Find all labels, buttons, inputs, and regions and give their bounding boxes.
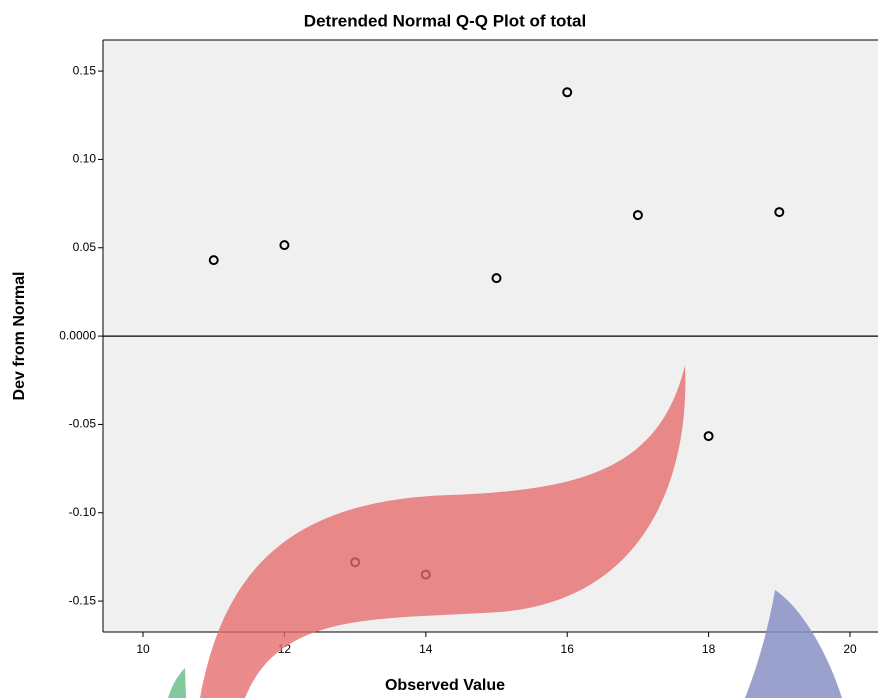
chart-title: Detrended Normal Q-Q Plot of total bbox=[304, 11, 586, 30]
x-tick-label: 16 bbox=[561, 642, 575, 656]
x-tick-label: 10 bbox=[136, 642, 150, 656]
y-tick-label: 0.0000 bbox=[59, 328, 96, 342]
y-tick-label: -0.05 bbox=[69, 417, 97, 431]
point bbox=[774, 207, 785, 218]
y-tick-label: 0.15 bbox=[73, 63, 97, 77]
x-axis-label: Observed Value bbox=[385, 677, 505, 694]
y-tick-label: 0.05 bbox=[73, 240, 97, 254]
point bbox=[632, 210, 643, 221]
decor-red bbox=[200, 365, 686, 698]
decor-blue bbox=[745, 590, 842, 698]
y-tick-label: -0.15 bbox=[69, 593, 97, 607]
x-tick-label: 20 bbox=[843, 642, 857, 656]
y-tick-label: -0.10 bbox=[69, 505, 97, 519]
x-tick-label: 14 bbox=[419, 642, 433, 656]
y-axis-label: Dev from Normal bbox=[11, 272, 28, 401]
point bbox=[208, 255, 219, 266]
x-tick-label: 18 bbox=[702, 642, 716, 656]
y-tick-label: 0.10 bbox=[73, 152, 97, 166]
point bbox=[562, 87, 573, 98]
decor-green bbox=[168, 668, 186, 698]
point bbox=[491, 273, 502, 284]
point bbox=[703, 431, 714, 442]
point bbox=[279, 240, 290, 251]
